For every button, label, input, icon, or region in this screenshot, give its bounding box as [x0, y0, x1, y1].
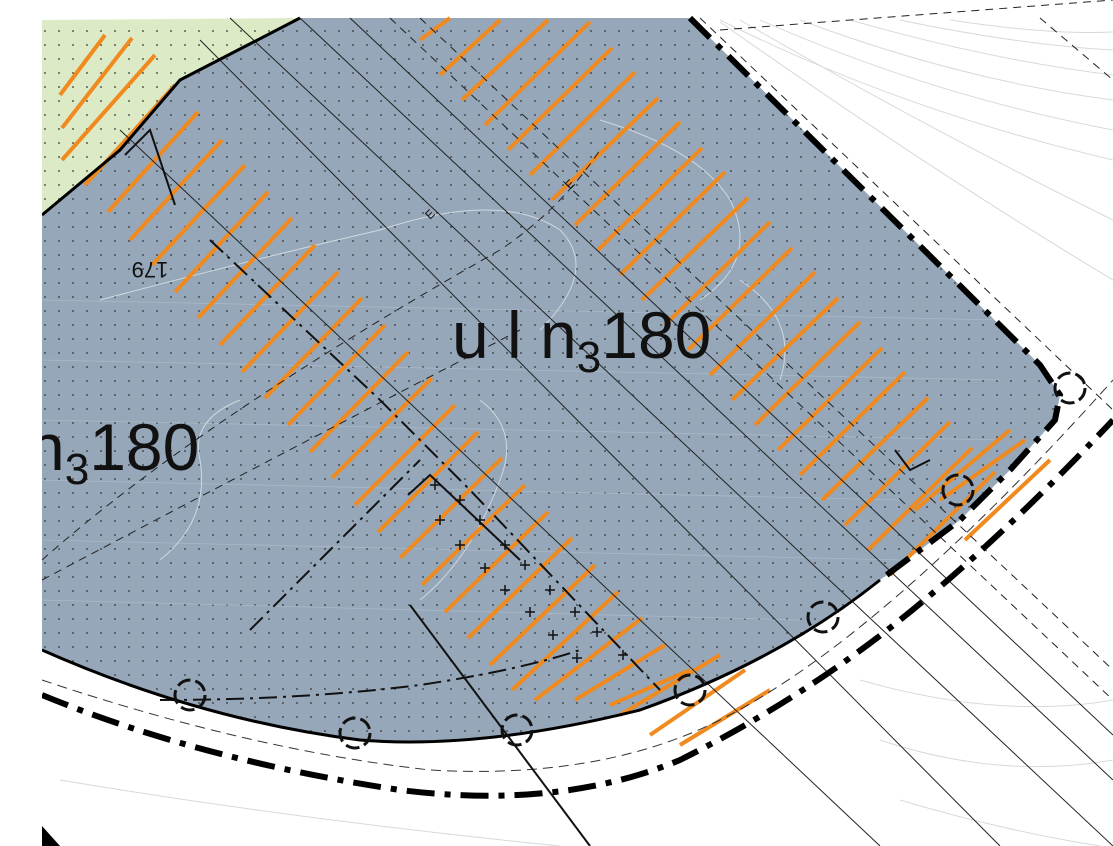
zone-boundary-outer: [40, 15, 1113, 799]
corner-wedge: [42, 826, 60, 846]
zone-label-main-suffix: 180: [601, 298, 711, 372]
road-edge: [41, 379, 1113, 772]
zone-label-left-suffix: 180: [89, 410, 199, 484]
top-margin: [0, 0, 1113, 18]
pole-marker: [806, 600, 840, 634]
tree-markers: [430, 480, 628, 663]
zone-label-left: n3180: [28, 410, 199, 494]
zone-label-left-subscript: 3: [65, 445, 89, 494]
pole-marker: [673, 673, 707, 707]
zone-boundary-edge: [41, 16, 881, 744]
zone-label-main-base: u l n: [452, 298, 577, 372]
zone-label-main-subscript: 3: [577, 333, 601, 382]
pole-marker: [500, 713, 534, 747]
outer-contours: [59, 19, 1113, 846]
bracket-marks: [124, 128, 931, 846]
left-margin-mask: [0, 0, 42, 846]
pole-marker: [941, 473, 975, 507]
dashed-lines: [41, 0, 1113, 701]
pole-marker: [1053, 371, 1087, 405]
pole-markers: [173, 371, 1087, 750]
pole-marker: [338, 716, 372, 750]
contour-label-179: 179: [132, 257, 169, 282]
pole-marker: [173, 678, 207, 712]
road-lines: [119, 17, 1113, 846]
zone-boundary-inner: [159, 239, 661, 701]
zone-label-main: u l n3180: [452, 298, 711, 382]
